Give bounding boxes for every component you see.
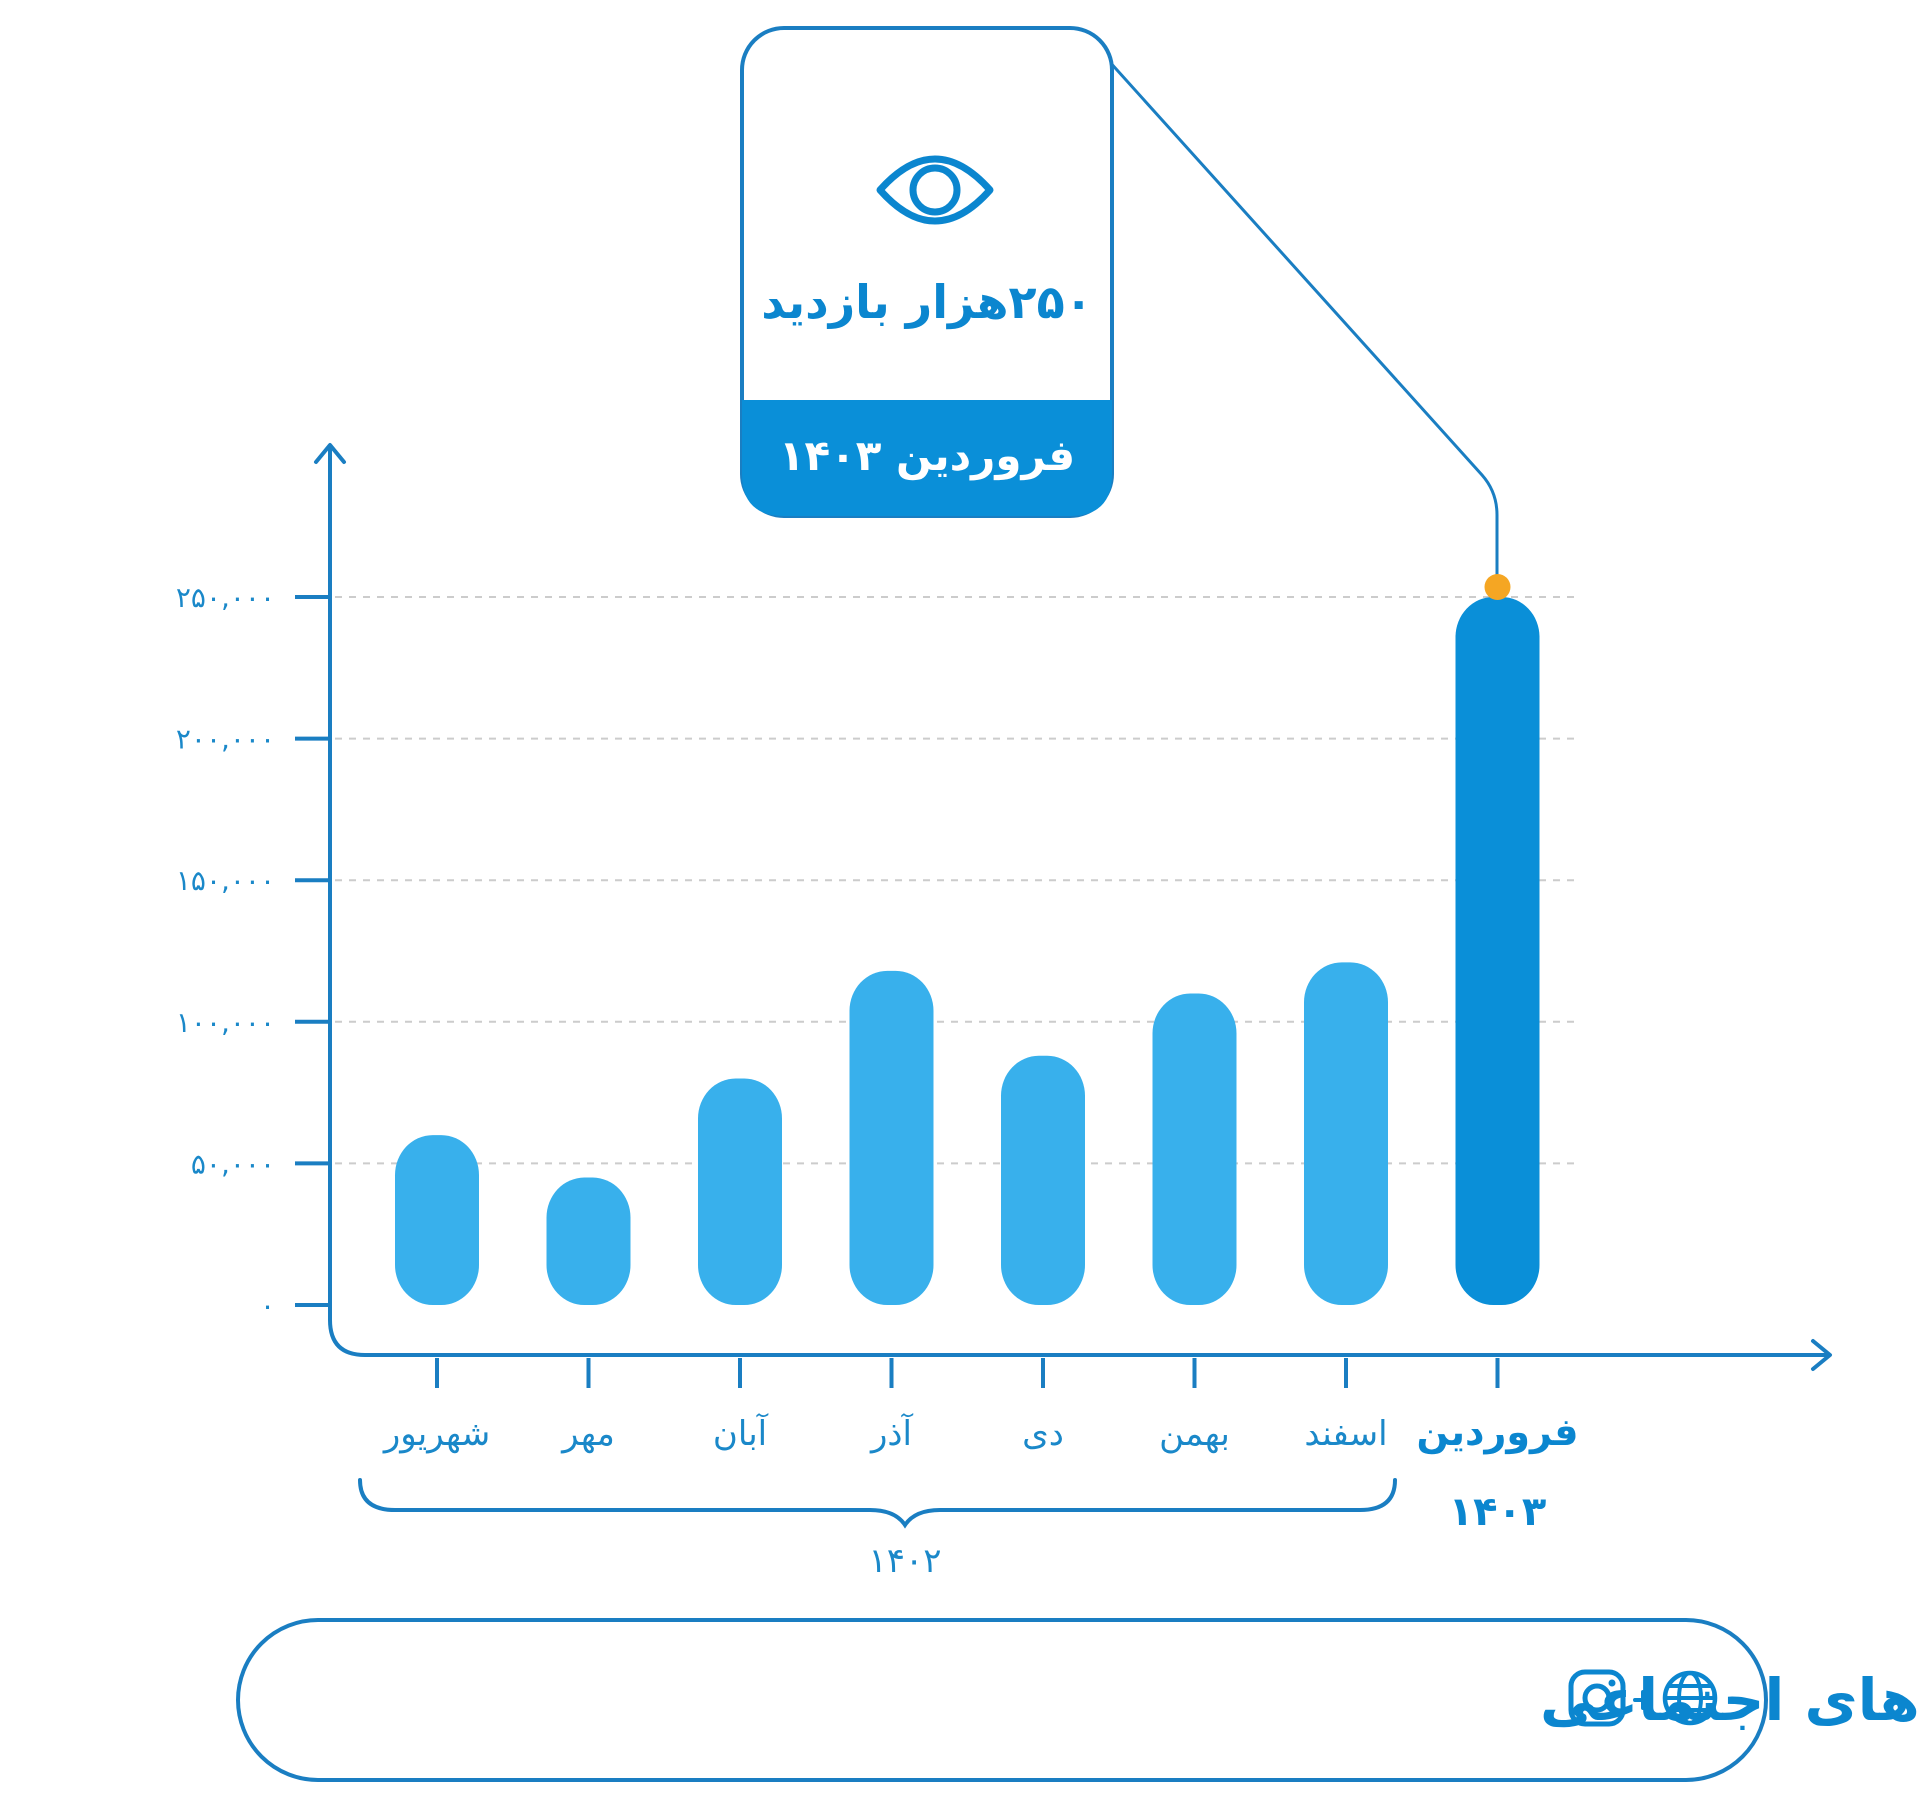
bars <box>395 597 1540 1305</box>
globe-icon <box>1662 1670 1718 1726</box>
y-ticks: ۰ ۵۰,۰۰۰ ۱۰۰,۰۰۰ ۱۵۰,۰۰۰ ۲۰۰,۰۰۰ ۲۵۰,۰۰۰ <box>176 581 330 1322</box>
axes <box>314 443 1832 1371</box>
year-group-bracket <box>358 1478 1397 1529</box>
callout-month: فروردین ۱۴۰۳ <box>779 431 1075 481</box>
bar-3 <box>698 1078 782 1305</box>
y-axis-arrow <box>314 443 346 464</box>
x-tick-label: شهریور <box>382 1414 490 1454</box>
x-tick-label: دی <box>1022 1414 1064 1454</box>
instagram-icon <box>1568 1669 1626 1727</box>
eye-icon <box>876 155 994 225</box>
y-tick-label: ۲۰۰,۰۰۰ <box>176 723 275 756</box>
bar-2 <box>546 1177 631 1305</box>
bar-6 <box>1152 993 1237 1305</box>
peak-marker <box>1484 574 1511 600</box>
bar-1 <box>395 1135 479 1305</box>
x-tick-label: آذر <box>869 1413 914 1454</box>
y-tick-label: ۱۵۰,۰۰۰ <box>176 864 275 897</box>
footer-pill <box>236 1618 1768 1782</box>
bar-5 <box>1001 1055 1085 1305</box>
bar-8 <box>1455 597 1540 1305</box>
bar-7 <box>1304 962 1388 1305</box>
bar-4 <box>849 970 934 1305</box>
y-tick-label: ۰ <box>260 1289 275 1322</box>
footer: تعداد بازدیدهای وب سایت و شبکه های اجتما… <box>236 1618 1920 1782</box>
x-tick-label: اسفند <box>1304 1414 1387 1454</box>
highlight-year-label: ۱۴۰۳ <box>1449 1489 1547 1535</box>
y-axis-line <box>328 445 1830 1357</box>
callout-footer <box>742 400 1112 516</box>
x-tick-label: فروردین <box>1417 1410 1579 1455</box>
callout-connector <box>1106 58 1499 590</box>
x-ticks: شهریور مهر آبان آذر دی بهمن اسفند فروردین ۱۴۰۳ <box>382 1358 1579 1535</box>
y-tick-label: ۱۰۰,۰۰۰ <box>176 1006 275 1039</box>
x-tick-label: مهر <box>560 1414 615 1454</box>
plus-icon <box>1633 1690 1653 1710</box>
grid-lines <box>335 596 1580 1165</box>
x-axis-arrow <box>1811 1339 1832 1371</box>
x-tick-label: آبان <box>713 1413 769 1454</box>
y-tick-label: ۲۵۰,۰۰۰ <box>176 581 275 614</box>
callout-value: ۲۵۰هزار بازدید <box>761 275 1092 329</box>
callout: ۲۵۰هزار بازدید فروردین ۱۴۰۳ <box>740 26 1499 590</box>
y-tick-label: ۵۰,۰۰۰ <box>191 1147 275 1180</box>
year-group-label: ۱۴۰۲ <box>868 1541 941 1581</box>
x-tick-label: بهمن <box>1159 1414 1230 1454</box>
